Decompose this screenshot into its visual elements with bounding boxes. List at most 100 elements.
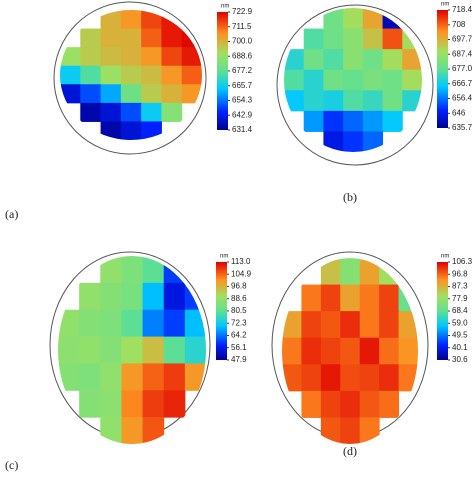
cell xyxy=(343,8,364,30)
cell xyxy=(141,47,162,67)
cell xyxy=(121,390,144,418)
colorbar-tick-label: 104.9 xyxy=(231,269,252,278)
cell xyxy=(161,102,183,122)
cell xyxy=(141,102,162,122)
cell xyxy=(382,69,403,91)
cell xyxy=(100,363,122,391)
cell xyxy=(120,65,142,85)
cell xyxy=(398,364,418,392)
cell xyxy=(340,390,361,418)
cell xyxy=(284,90,305,112)
colorbar-tick-label: 687.4 xyxy=(452,49,473,58)
colorbar-tick-label: 47.9 xyxy=(231,355,247,364)
cell xyxy=(301,364,322,392)
cell xyxy=(100,256,122,284)
cell xyxy=(141,28,162,48)
cell xyxy=(323,8,344,30)
cell xyxy=(181,65,202,85)
cell xyxy=(323,131,344,152)
cell xyxy=(379,284,400,312)
cell xyxy=(320,311,341,339)
cell xyxy=(379,390,400,418)
cell xyxy=(163,336,186,364)
cell xyxy=(120,10,142,30)
cell xyxy=(142,282,165,311)
panel-label: (d) xyxy=(343,444,357,458)
cell xyxy=(80,102,102,122)
colorbar-tick-label: 59.0 xyxy=(452,318,468,327)
cell xyxy=(343,90,364,112)
cell xyxy=(343,110,364,132)
cell xyxy=(320,417,341,444)
cell xyxy=(120,28,142,48)
cell xyxy=(362,8,384,30)
cell xyxy=(163,309,186,338)
cell xyxy=(402,90,422,112)
cell xyxy=(121,363,144,391)
cell xyxy=(141,65,162,85)
colorbar-tick-label: 700.0 xyxy=(232,37,253,46)
cell xyxy=(359,337,380,365)
colorbar-tick-label: 697.7 xyxy=(452,35,473,44)
colorbar-tick-label: 718.4 xyxy=(452,5,473,14)
colorbar-tick-label: 106.3 xyxy=(452,257,473,266)
cell xyxy=(141,84,162,104)
cell xyxy=(323,28,344,50)
cell xyxy=(382,49,403,71)
cell xyxy=(100,65,122,85)
cell xyxy=(362,110,384,132)
cell xyxy=(184,309,206,338)
cell xyxy=(379,311,400,339)
cell xyxy=(362,49,384,71)
cell xyxy=(343,131,364,152)
cell xyxy=(340,258,361,286)
cell xyxy=(79,309,101,338)
cell xyxy=(362,131,384,152)
cell xyxy=(100,309,122,338)
cell xyxy=(340,417,361,444)
cell xyxy=(100,390,122,418)
wafer-map xyxy=(60,10,202,140)
colorbar-tick-label: 40.1 xyxy=(452,343,468,352)
cell xyxy=(320,390,341,418)
cell xyxy=(184,363,206,391)
cell xyxy=(100,102,122,122)
cell xyxy=(282,337,302,365)
cell xyxy=(121,256,144,284)
colorbar-unit: nm xyxy=(441,254,449,260)
cell xyxy=(142,336,165,364)
cell xyxy=(141,10,162,30)
cell xyxy=(323,110,344,132)
panel-label: (a) xyxy=(5,207,18,221)
colorbar-tick-label: 708 xyxy=(452,20,466,29)
panel-label: (c) xyxy=(5,458,18,472)
cell xyxy=(161,47,183,67)
colorbar-tick-label: 77.9 xyxy=(452,294,468,303)
cell xyxy=(58,363,80,391)
panel-label: (b) xyxy=(343,190,357,204)
cell xyxy=(323,49,344,71)
cell xyxy=(100,417,122,444)
colorbar-tick-label: 677.2 xyxy=(232,66,253,75)
cell xyxy=(80,65,102,85)
cell xyxy=(163,282,186,311)
cell xyxy=(163,256,186,284)
colorbar-tick-label: 72.3 xyxy=(231,318,247,327)
cell xyxy=(323,69,344,91)
cell xyxy=(340,337,361,365)
colorbar-tick-label: 656.4 xyxy=(452,94,473,103)
cell xyxy=(80,84,102,104)
cell xyxy=(303,69,324,91)
colorbar-tick-label: 88.6 xyxy=(231,294,247,303)
colorbar-tick-label: 722.9 xyxy=(232,7,253,16)
cell xyxy=(402,69,422,91)
cell xyxy=(100,121,122,140)
colorbar xyxy=(217,12,228,130)
cell xyxy=(359,364,380,392)
cell xyxy=(142,256,165,284)
colorbar-unit: nm xyxy=(441,2,449,8)
cell xyxy=(362,90,384,112)
colorbar-tick-label: 68.4 xyxy=(452,306,468,315)
cell xyxy=(320,364,341,392)
cell xyxy=(142,390,165,418)
